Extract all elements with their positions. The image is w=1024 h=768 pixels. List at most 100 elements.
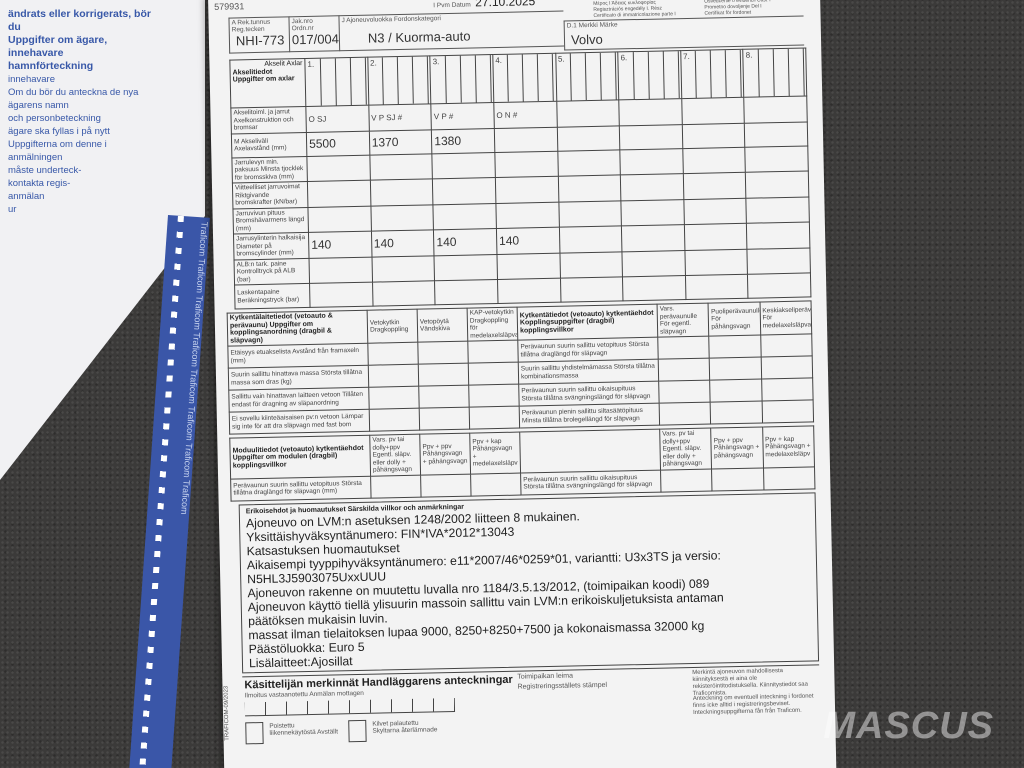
axle-value — [558, 200, 622, 228]
remarks-box: Erikoisehdot ja huomautukset Särskilda v… — [238, 491, 820, 673]
axle-row-label: Akselitoiml. ja jarrut Axelkonstruktion … — [230, 106, 307, 134]
axle-number: 5. — [555, 51, 619, 102]
axle-section-title: Akselitiedot Uppgifter om axlar — [232, 68, 295, 84]
coupling-value — [417, 341, 469, 365]
module-col: Ppv + kap Påhängsvagn + medelaxelsläpv — [469, 432, 521, 474]
module-value — [763, 466, 815, 490]
date-value: 27.10.2025 — [475, 0, 536, 10]
axle-value — [746, 221, 810, 249]
received-date-boxes — [244, 697, 456, 716]
module-col-2: Ppv + ppv Påhängsvagn + påhängsvagn — [710, 426, 764, 469]
previous-page-line: innehavare — [8, 74, 56, 85]
axle-value — [495, 176, 559, 204]
axle-value — [497, 278, 561, 304]
deregistered-checkbox[interactable]: Poistettu liikennekäytöstä Avställt — [245, 720, 339, 744]
axle-value — [432, 177, 496, 205]
stamp-label: Toimipaikan leima — [517, 672, 574, 681]
axle-value — [558, 225, 623, 253]
axle-value: O SJ — [305, 105, 369, 132]
axle-row-label: Viitteelliset jarruvoimat Riktgivande br… — [232, 181, 308, 209]
axle-value — [747, 247, 811, 275]
module-blank — [519, 429, 661, 473]
registration-certificate: 579931 I Pvm Datum 27.10.2025 Zulassungs… — [208, 0, 837, 768]
date-label: I Pvm Datum — [433, 1, 471, 10]
previous-page-line: ur — [8, 204, 17, 215]
module-value — [420, 473, 472, 497]
axle-value — [307, 180, 371, 207]
axle-number: 8. — [743, 47, 807, 98]
serial-number: 579931 — [214, 1, 245, 12]
axle-value — [494, 150, 558, 178]
axle-value — [306, 154, 371, 182]
axle-value — [559, 251, 623, 279]
coupling-row-label-2: Perävaunun pienin sallittu siltasäätöpit… — [519, 403, 660, 429]
previous-page-line: ändrats eller korrigerats, bör du — [8, 8, 151, 33]
module-col: Vars. pv tai dolly+ppv Egentl. släpv. el… — [369, 434, 421, 476]
coupling-value — [761, 399, 814, 423]
axle-value — [681, 97, 745, 125]
axle-value — [434, 254, 498, 281]
axle-value — [369, 153, 433, 181]
coupling-row-label-2: Suurin sallittu yhdistelmämassa Största … — [518, 359, 659, 385]
deregistered-label: Poistettu liikennekäytöstä Avställt — [269, 721, 339, 737]
axle-value — [683, 172, 747, 200]
axle-value — [309, 256, 373, 284]
axle-value — [620, 173, 684, 201]
axle-value — [619, 148, 684, 175]
axle-number: 1. — [304, 57, 369, 107]
coupling-row-label-2: Perävaunun suurin sallittu oikaisupituus… — [518, 381, 660, 407]
axle-value — [371, 255, 435, 283]
coupling-value — [419, 407, 470, 431]
axle-row-label: Jarrusylinterin halkaisija Diameter på b… — [233, 232, 310, 260]
axle-value — [494, 126, 558, 153]
date-field: I Pvm Datum 27.10.2025 — [433, 0, 535, 10]
coupling-col: Vetokytkin Dragkoppling — [367, 309, 418, 344]
coupling-value — [710, 400, 763, 425]
coupling-value — [760, 333, 813, 358]
mascus-watermark: MASCUS — [823, 705, 994, 747]
axle-number: 7. — [680, 49, 745, 99]
coupling-value — [709, 357, 762, 381]
previous-page-line: Uppgifter om ägare, innehavare — [8, 34, 108, 59]
coupling-col: KAP-vetokytkin Dragkoppling för medelaxe… — [467, 307, 518, 342]
axle-row-label: Laskentapaine Beräkningstryck (bar) — [234, 283, 311, 310]
coupling-title-2: Kytkentätiedot (vetoauto) kytkentäehdot … — [517, 304, 658, 341]
make-field: D.1 Merkki Märke Volvo — [563, 15, 805, 51]
axle-value — [432, 152, 496, 179]
coupling-value — [418, 363, 469, 387]
axle-value — [747, 272, 811, 299]
axle-row-label: Jarrulevyn min. paksuus Minsta tjocklek … — [231, 155, 308, 184]
plates-returned-checkbox[interactable]: Kilvet palautettu Skyltarna återlämnade — [348, 718, 442, 742]
previous-page-line: ägare ska fyllas i på nytt — [8, 126, 110, 137]
coupling-value — [709, 378, 762, 403]
seq-value: 017/004 — [291, 31, 340, 48]
axle-value — [685, 274, 749, 300]
module-row-label-2: Perävaunun suurin sallittu oikaisupituus… — [520, 469, 661, 495]
seq-field: Jak.nro Ordn.nr 017/004 — [288, 15, 340, 53]
previous-page-line: måste underteck- — [8, 165, 82, 176]
axle-value: 140 — [371, 229, 435, 257]
coupling-value — [468, 362, 519, 386]
coupling-col-2: Vars. perävaunulle För egentl. släpvagn — [657, 303, 710, 338]
coupling-value — [657, 336, 710, 360]
coupling-value — [659, 402, 711, 426]
handler-notes: Käsittelijän merkinnät Handläggarens ant… — [242, 663, 821, 748]
module-value — [470, 472, 522, 496]
axle-number: 4. — [492, 53, 557, 103]
coupling-value — [368, 386, 420, 410]
coupling-col: Vetopöytä Vändskiva — [417, 308, 468, 343]
axle-value — [622, 250, 686, 277]
axle-value: V P # — [431, 102, 495, 130]
coupling-value — [469, 406, 520, 430]
coupling-table: Kytkentälaitetiedot (vetoauto & perävaun… — [227, 300, 814, 435]
handler-sub: Ilmoitus vastaanotettu Anmälan mottagen — [244, 689, 364, 699]
axle-title: Akselit Axlar Akselitiedot Uppgifter om a… — [229, 58, 306, 109]
axle-value: 5500 — [306, 130, 370, 156]
coupling-value — [761, 377, 814, 401]
coupling-value — [418, 385, 470, 409]
stamp-label-sv: Registreringsställets stämpel — [517, 681, 608, 691]
axle-value — [557, 174, 621, 202]
axle-value: 1370 — [368, 129, 433, 155]
coupling-col-2: Puoliperävaunulle För påhängsvagn — [708, 302, 761, 337]
axle-value: 140 — [308, 231, 372, 258]
